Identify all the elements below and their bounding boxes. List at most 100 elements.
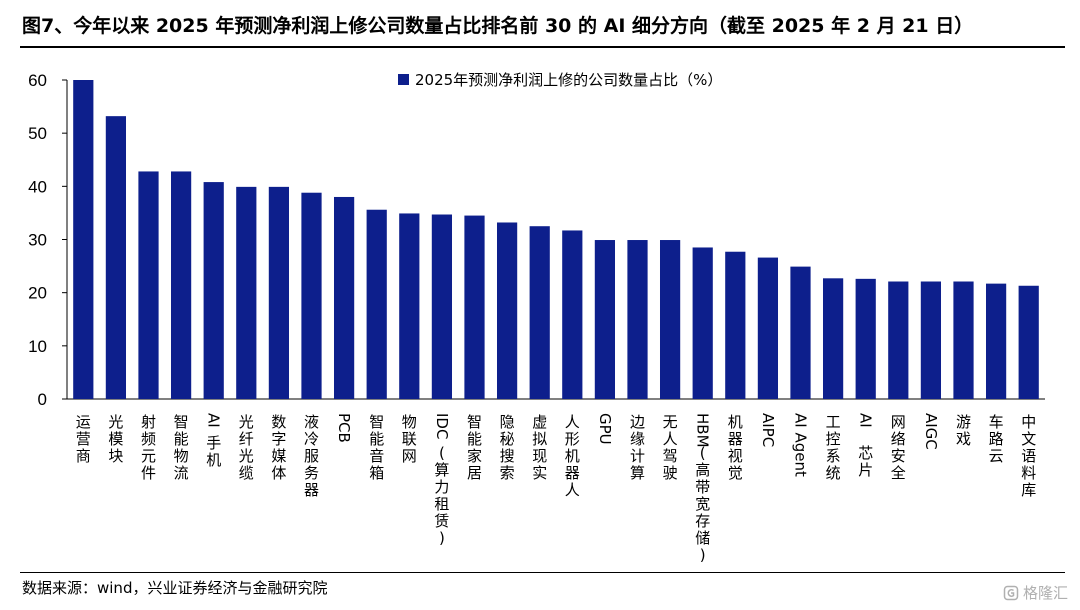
svg-text:文: 文 bbox=[1021, 430, 1036, 448]
source-rule bbox=[20, 572, 1065, 573]
svg-text:流: 流 bbox=[174, 464, 189, 482]
svg-text:驾: 驾 bbox=[663, 447, 678, 465]
svg-text:液: 液 bbox=[304, 413, 319, 431]
bar bbox=[659, 240, 681, 399]
svg-text:统: 统 bbox=[826, 464, 841, 482]
svg-text:库: 库 bbox=[1021, 481, 1036, 499]
svg-text:戏: 戏 bbox=[956, 430, 971, 448]
svg-text:字: 字 bbox=[271, 430, 286, 448]
svg-text:料: 料 bbox=[1021, 464, 1036, 482]
svg-text:智: 智 bbox=[174, 413, 189, 431]
y-tick-label: 60 bbox=[28, 71, 47, 90]
svg-text:络: 络 bbox=[891, 430, 906, 448]
bar bbox=[105, 116, 127, 400]
figure-title: 图7、今年以来 2025 年预测净利润上修公司数量占比排名前 30 的 AI 细… bbox=[22, 15, 974, 37]
svg-text:工: 工 bbox=[826, 413, 841, 431]
gelonghui-logo-icon bbox=[1003, 585, 1019, 600]
category-label: PCB bbox=[335, 413, 353, 443]
svg-text:云: 云 bbox=[989, 447, 1004, 465]
svg-text:AI Agent: AI Agent bbox=[792, 413, 810, 477]
category-label: 车路云 bbox=[989, 413, 1004, 465]
bar bbox=[431, 214, 453, 399]
svg-text:器: 器 bbox=[728, 430, 743, 448]
bar bbox=[203, 182, 224, 399]
y-tick-label: 0 bbox=[38, 390, 47, 409]
svg-text:虚: 虚 bbox=[532, 413, 547, 431]
category-label: 光模块 bbox=[108, 413, 123, 465]
watermark-text: 格隆汇 bbox=[1022, 584, 1068, 602]
svg-text:缘: 缘 bbox=[630, 430, 645, 448]
svg-text:实: 实 bbox=[532, 464, 547, 482]
bar bbox=[562, 230, 583, 399]
bar bbox=[464, 215, 485, 399]
svg-text:体: 体 bbox=[271, 464, 286, 482]
svg-text:赁: 赁 bbox=[434, 512, 449, 530]
svg-text:租: 租 bbox=[434, 495, 449, 513]
svg-text:器: 器 bbox=[304, 481, 319, 499]
svg-text:HBM: HBM bbox=[694, 413, 712, 448]
svg-text:器: 器 bbox=[565, 464, 580, 482]
bar bbox=[496, 222, 518, 399]
bar bbox=[692, 247, 713, 399]
svg-text:居: 居 bbox=[467, 464, 482, 482]
svg-text:隐: 隐 bbox=[500, 413, 515, 431]
svg-text:机: 机 bbox=[565, 447, 580, 465]
category-label: AI 芯片 bbox=[857, 413, 875, 479]
svg-text:智: 智 bbox=[467, 413, 482, 431]
svg-text:音: 音 bbox=[369, 447, 384, 465]
y-tick-label: 20 bbox=[28, 284, 47, 303]
category-label: AI 手机 bbox=[205, 413, 223, 469]
bar bbox=[888, 281, 909, 399]
svg-text:路: 路 bbox=[989, 430, 1004, 448]
svg-text:光: 光 bbox=[239, 413, 254, 431]
svg-text:算: 算 bbox=[434, 461, 449, 479]
svg-text:IDC: IDC bbox=[433, 413, 451, 439]
legend-swatch bbox=[398, 74, 409, 85]
svg-text:AI: AI bbox=[857, 413, 875, 428]
svg-text:物: 物 bbox=[174, 447, 189, 465]
svg-text:块: 块 bbox=[108, 447, 123, 465]
svg-text:芯: 芯 bbox=[858, 444, 873, 462]
svg-text:控: 控 bbox=[826, 430, 841, 448]
svg-text:AIGC: AIGC bbox=[922, 413, 940, 450]
svg-text:光: 光 bbox=[108, 413, 123, 431]
svg-text:机: 机 bbox=[206, 451, 221, 469]
bar bbox=[822, 278, 844, 399]
y-tick-label: 10 bbox=[28, 337, 47, 356]
bar bbox=[985, 283, 1007, 399]
svg-text:物: 物 bbox=[402, 413, 417, 431]
svg-text:冷: 冷 bbox=[304, 430, 319, 448]
bar bbox=[725, 251, 746, 399]
bar bbox=[399, 213, 420, 399]
svg-text:语: 语 bbox=[1021, 447, 1036, 465]
svg-text:网: 网 bbox=[402, 447, 417, 465]
svg-text:安: 安 bbox=[891, 447, 906, 465]
source-note: 数据来源：wind，兴业证券经济与金融研究院 bbox=[22, 579, 328, 597]
bar bbox=[627, 240, 648, 399]
svg-text:纤: 纤 bbox=[239, 430, 254, 448]
bar-chart: 0102030405060运营商光模块射频元件智能物流AI手机光纤光缆数字媒体液… bbox=[28, 71, 1045, 564]
svg-text:宽: 宽 bbox=[695, 495, 710, 513]
bar bbox=[594, 240, 616, 399]
svg-text:无: 无 bbox=[663, 413, 678, 431]
svg-text:边: 边 bbox=[630, 413, 645, 431]
svg-text:): ) bbox=[439, 529, 445, 547]
svg-text:网: 网 bbox=[891, 413, 906, 431]
bar bbox=[1018, 285, 1039, 399]
bar bbox=[757, 257, 779, 399]
category-label: 运营商 bbox=[76, 413, 91, 465]
svg-text:射: 射 bbox=[141, 413, 156, 431]
svg-text:力: 力 bbox=[434, 478, 449, 496]
bar bbox=[855, 278, 876, 399]
category-label: GPU bbox=[596, 413, 614, 445]
